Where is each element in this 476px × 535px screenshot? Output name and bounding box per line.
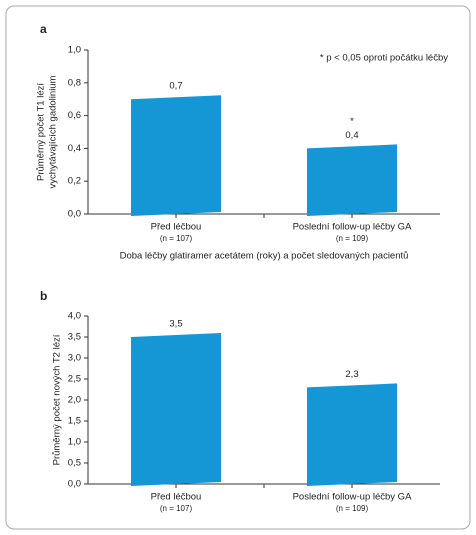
y-tick-label: 2,5 [68,374,81,385]
y-tick-label: 0,2 [68,176,81,187]
y-axis-label: Průměrný počet T1 lézí [36,83,47,181]
bar [131,333,221,486]
value-label: 2,3 [345,369,358,380]
category-note: (n = 107) [160,504,193,513]
x-tick-label: Před léčbou [151,222,202,233]
y-tick-label: 0,5 [68,458,81,469]
significance-marker: * [350,116,354,127]
bar [307,144,397,216]
y-tick-label: 3,5 [68,332,81,343]
x-tick-label: Poslední follow-up léčby GA [293,222,412,233]
y-tick-label: 2,0 [68,395,81,406]
x-axis-label: Doba léčby glatiramer acetátem (roky) a … [120,251,409,262]
y-tick-label: 0,8 [68,77,81,88]
value-label: 3,5 [169,319,182,330]
value-label: 0,7 [169,81,182,92]
y-tick-label: 1,0 [68,45,81,56]
y-tick-label: 0,0 [68,479,81,490]
value-label: 0,4 [345,130,358,141]
category-note: (n = 109) [336,234,369,243]
y-tick-label: 0,0 [68,209,81,220]
category-note: (n = 107) [160,234,193,243]
y-tick-label: 4,0 [68,311,81,322]
y-tick-label: 0,4 [68,143,81,154]
y-axis-label: vychytávajících gadolinium [48,75,59,188]
panel-label: a [40,22,47,36]
category-note: (n = 109) [336,504,369,513]
y-tick-label: 1,5 [68,416,81,427]
y-tick-label: 0,6 [68,110,81,121]
y-tick-label: 3,0 [68,353,81,364]
bar [307,383,397,486]
y-axis-label: Průměrný počet nových T2 lézí [52,334,63,465]
panel-label: b [40,289,47,303]
x-tick-label: Poslední follow-up léčby GA [293,492,412,503]
x-tick-label: Před léčbou [151,492,202,503]
y-tick-label: 1,0 [68,437,81,448]
bar [131,95,221,216]
annotation: * p < 0,05 oproti počátku léčby [320,53,448,64]
